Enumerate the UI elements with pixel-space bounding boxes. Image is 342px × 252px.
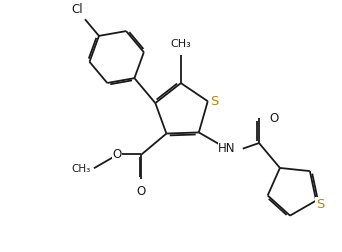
Text: O: O bbox=[112, 148, 121, 161]
Text: O: O bbox=[269, 112, 278, 125]
Text: HN: HN bbox=[218, 142, 236, 155]
Text: CH₃: CH₃ bbox=[71, 164, 91, 174]
Text: S: S bbox=[210, 95, 219, 108]
Text: S: S bbox=[316, 198, 324, 211]
Text: O: O bbox=[137, 185, 146, 198]
Text: Cl: Cl bbox=[71, 3, 82, 16]
Text: CH₃: CH₃ bbox=[171, 39, 191, 49]
